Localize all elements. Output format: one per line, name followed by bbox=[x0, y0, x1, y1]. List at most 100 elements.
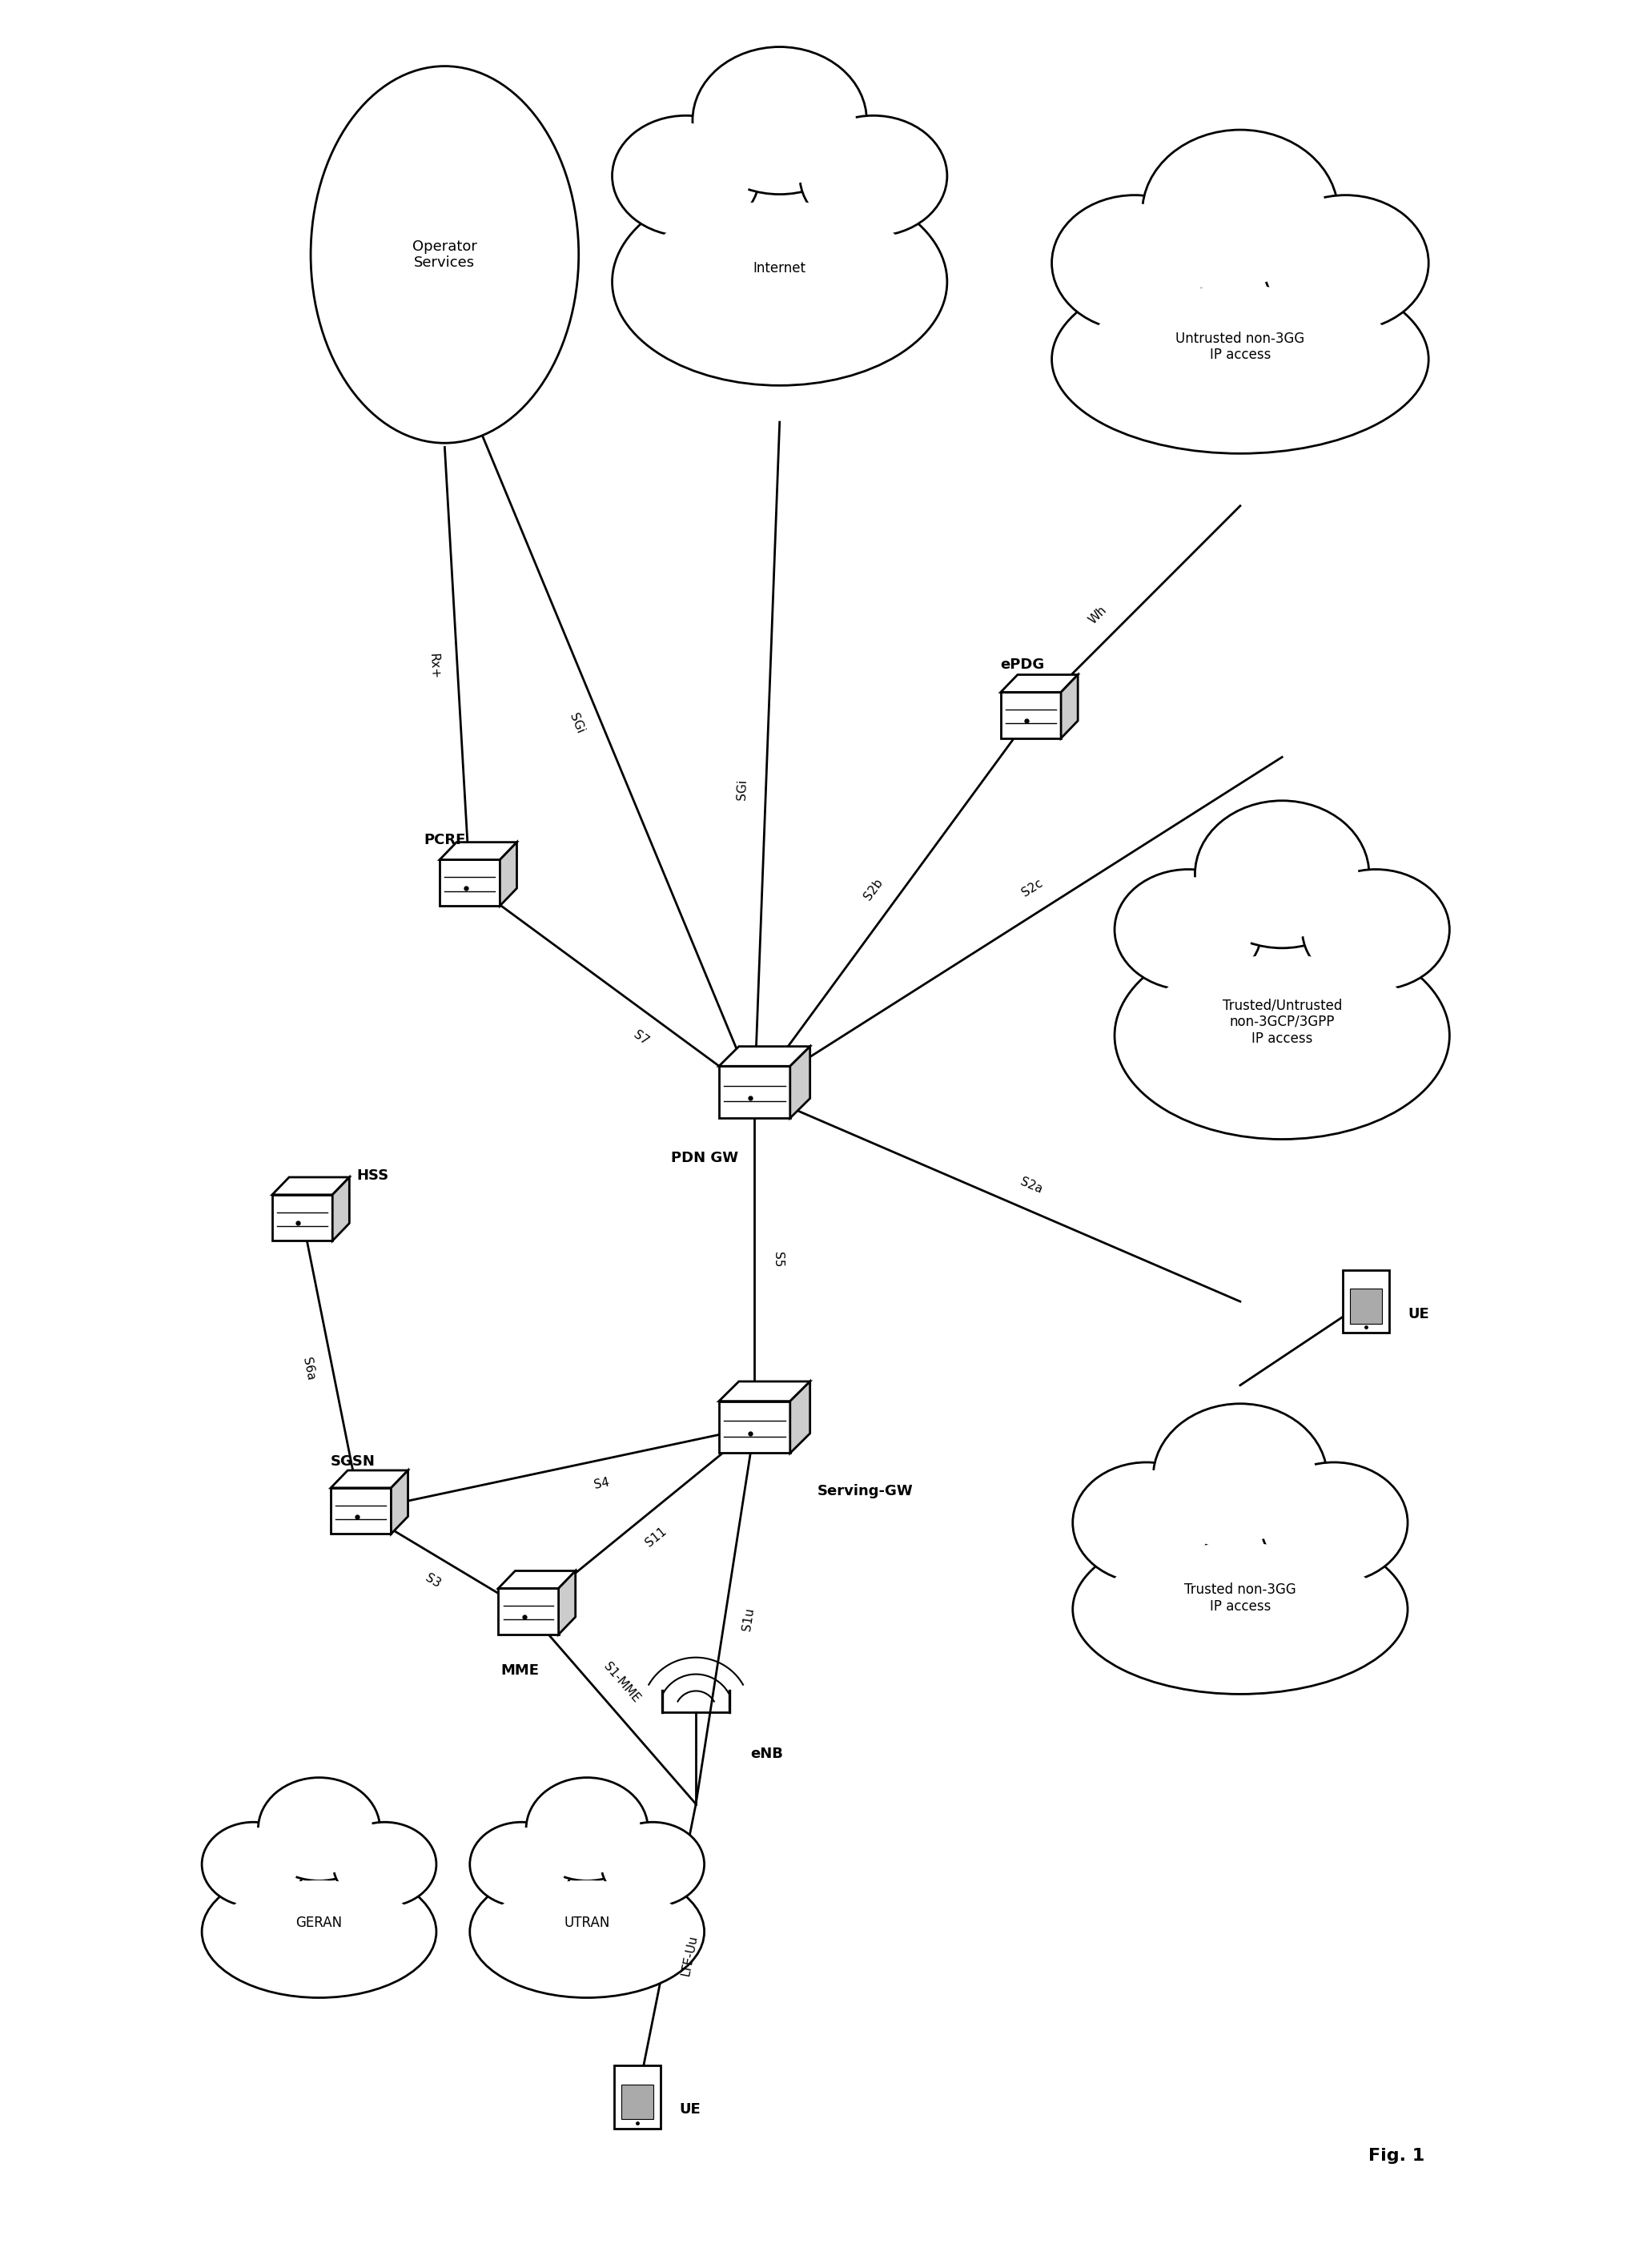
Ellipse shape bbox=[1073, 1524, 1408, 1694]
Ellipse shape bbox=[693, 48, 868, 195]
Ellipse shape bbox=[608, 1828, 698, 1901]
Text: Trusted non-3GG
IP access: Trusted non-3GG IP access bbox=[1185, 1583, 1296, 1613]
Ellipse shape bbox=[1061, 204, 1208, 322]
Ellipse shape bbox=[1263, 195, 1428, 331]
Ellipse shape bbox=[1052, 265, 1428, 454]
Polygon shape bbox=[391, 1470, 407, 1533]
Text: SGi: SGi bbox=[736, 780, 749, 801]
Text: S2a: S2a bbox=[1019, 1175, 1043, 1195]
Ellipse shape bbox=[613, 116, 759, 236]
Ellipse shape bbox=[601, 1821, 705, 1907]
Text: eNB: eNB bbox=[751, 1746, 784, 1760]
Text: LTE-Uu: LTE-Uu bbox=[680, 1935, 700, 1978]
Ellipse shape bbox=[1083, 1470, 1211, 1576]
Ellipse shape bbox=[1273, 204, 1418, 322]
Polygon shape bbox=[790, 1046, 810, 1118]
Ellipse shape bbox=[1153, 1404, 1328, 1551]
Ellipse shape bbox=[526, 1778, 647, 1880]
Text: UE: UE bbox=[679, 2102, 700, 2116]
Text: SGSN: SGSN bbox=[330, 1454, 375, 1470]
Ellipse shape bbox=[1098, 1542, 1382, 1676]
Text: S4: S4 bbox=[593, 1476, 611, 1490]
Ellipse shape bbox=[266, 1785, 373, 1873]
Text: S11: S11 bbox=[644, 1526, 669, 1549]
Ellipse shape bbox=[488, 1880, 687, 1982]
Text: S2b: S2b bbox=[863, 878, 886, 903]
Text: Untrusted non-3GG
IP access: Untrusted non-3GG IP access bbox=[1176, 331, 1305, 363]
Polygon shape bbox=[1001, 674, 1078, 692]
Ellipse shape bbox=[220, 1880, 419, 1982]
Polygon shape bbox=[332, 1177, 350, 1241]
Ellipse shape bbox=[334, 1821, 437, 1907]
Text: S7: S7 bbox=[631, 1027, 651, 1048]
Ellipse shape bbox=[637, 202, 922, 363]
Ellipse shape bbox=[476, 1828, 567, 1901]
Ellipse shape bbox=[202, 1821, 306, 1907]
Ellipse shape bbox=[258, 1778, 380, 1880]
Text: Rx+: Rx+ bbox=[427, 653, 440, 680]
Text: UE: UE bbox=[1408, 1306, 1429, 1322]
Ellipse shape bbox=[808, 122, 938, 229]
Polygon shape bbox=[499, 841, 518, 905]
Polygon shape bbox=[621, 2084, 654, 2118]
Ellipse shape bbox=[1052, 195, 1217, 331]
Text: S3: S3 bbox=[422, 1572, 442, 1590]
Text: Serving-GW: Serving-GW bbox=[817, 1483, 914, 1499]
Text: Fig. 1: Fig. 1 bbox=[1369, 2148, 1424, 2164]
Polygon shape bbox=[440, 860, 499, 905]
Text: GERAN: GERAN bbox=[296, 1916, 342, 1930]
Ellipse shape bbox=[1206, 810, 1359, 939]
Text: MME: MME bbox=[501, 1662, 539, 1678]
Ellipse shape bbox=[311, 66, 578, 442]
Ellipse shape bbox=[1073, 1463, 1221, 1583]
Ellipse shape bbox=[470, 1821, 573, 1907]
Ellipse shape bbox=[202, 1867, 437, 1998]
Ellipse shape bbox=[621, 122, 751, 229]
Ellipse shape bbox=[1260, 1463, 1408, 1583]
Text: S1-MME: S1-MME bbox=[601, 1660, 642, 1706]
Ellipse shape bbox=[340, 1828, 430, 1901]
Text: Wh: Wh bbox=[1086, 603, 1109, 626]
Polygon shape bbox=[440, 841, 518, 860]
Text: S5: S5 bbox=[772, 1252, 784, 1268]
Text: Trusted/Untrusted
non-3GCP/3GPP
IP access: Trusted/Untrusted non-3GCP/3GPP IP acces… bbox=[1222, 998, 1342, 1046]
Ellipse shape bbox=[613, 179, 946, 386]
Polygon shape bbox=[330, 1470, 407, 1488]
Polygon shape bbox=[1001, 692, 1061, 739]
Ellipse shape bbox=[1303, 869, 1449, 989]
Text: S2c: S2c bbox=[1019, 878, 1045, 898]
Ellipse shape bbox=[703, 57, 856, 186]
Ellipse shape bbox=[1140, 955, 1424, 1116]
Ellipse shape bbox=[1311, 878, 1441, 982]
Text: HSS: HSS bbox=[357, 1168, 389, 1182]
Polygon shape bbox=[720, 1402, 790, 1454]
Ellipse shape bbox=[534, 1785, 641, 1873]
Text: Internet: Internet bbox=[752, 261, 807, 274]
Polygon shape bbox=[1342, 1270, 1388, 1334]
Text: S6a: S6a bbox=[301, 1356, 317, 1381]
Ellipse shape bbox=[1079, 286, 1400, 433]
Polygon shape bbox=[498, 1588, 559, 1635]
Polygon shape bbox=[273, 1177, 350, 1195]
Text: UTRAN: UTRAN bbox=[564, 1916, 610, 1930]
Text: PDN GW: PDN GW bbox=[670, 1150, 738, 1166]
Polygon shape bbox=[614, 2066, 660, 2130]
Ellipse shape bbox=[470, 1867, 705, 1998]
Text: S1u: S1u bbox=[741, 1606, 756, 1631]
Polygon shape bbox=[273, 1195, 332, 1241]
Ellipse shape bbox=[1142, 129, 1337, 295]
Polygon shape bbox=[790, 1381, 810, 1454]
Polygon shape bbox=[559, 1572, 575, 1635]
Ellipse shape bbox=[1163, 1413, 1316, 1542]
Text: SGi: SGi bbox=[567, 712, 587, 735]
Ellipse shape bbox=[1114, 869, 1262, 989]
Text: PCRF: PCRF bbox=[424, 832, 465, 848]
Polygon shape bbox=[330, 1488, 391, 1533]
Polygon shape bbox=[720, 1066, 790, 1118]
Ellipse shape bbox=[1194, 801, 1369, 948]
Ellipse shape bbox=[1155, 141, 1326, 286]
Polygon shape bbox=[1061, 674, 1078, 739]
Ellipse shape bbox=[800, 116, 946, 236]
Ellipse shape bbox=[1124, 878, 1252, 982]
Ellipse shape bbox=[209, 1828, 299, 1901]
